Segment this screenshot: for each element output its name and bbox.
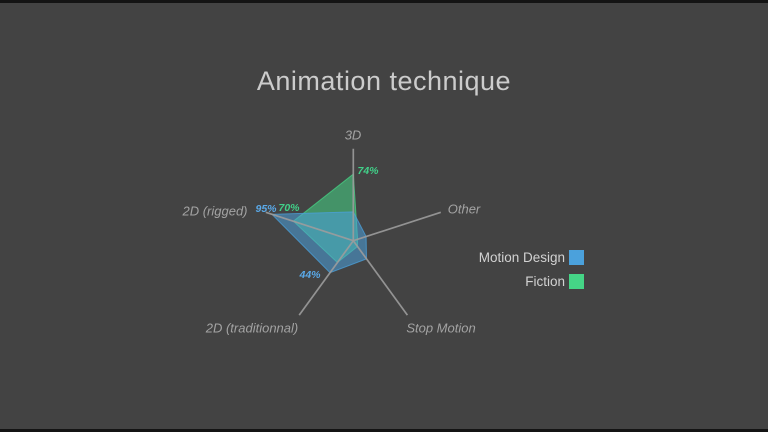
- legend-label-motion-design: Motion Design: [478, 250, 565, 265]
- axis-line-2d-rigged: [265, 211, 354, 242]
- top-letterbox-bar: [0, 0, 768, 3]
- legend-item-fiction: Fiction: [400, 274, 584, 289]
- series-polygon-motion-design: [270, 211, 368, 274]
- value-label-fiction-3d: 74%: [357, 165, 379, 177]
- axis-line-stop-motion: [352, 240, 409, 316]
- value-label-motion-design-traditionnal: 44%: [299, 269, 321, 281]
- value-label-fiction-rigged: 70%: [278, 202, 300, 214]
- axis-line-other: [353, 211, 442, 242]
- axis-label-2d-traditionnal: 2D (traditionnal): [205, 320, 299, 336]
- axis-label-3d: 3D: [344, 127, 362, 143]
- chart-title: Animation technique: [256, 66, 512, 96]
- axis-label-other: Other: [447, 201, 481, 217]
- axis-label-2d-rigged: 2D (rigged): [182, 203, 248, 219]
- bottom-letterbox-bar: [0, 429, 768, 432]
- chart-legend: Motion Design Fiction: [400, 250, 584, 298]
- legend-swatch-fiction: [569, 274, 584, 289]
- legend-swatch-motion-design: [569, 250, 584, 265]
- legend-label-fiction: Fiction: [525, 274, 565, 289]
- axis-line-2d-traditionnal: [298, 240, 354, 316]
- legend-item-motion-design: Motion Design: [400, 250, 584, 265]
- value-label-motion-design-rigged: 95%: [255, 203, 277, 215]
- axis-label-stop-motion: Stop Motion: [406, 320, 476, 336]
